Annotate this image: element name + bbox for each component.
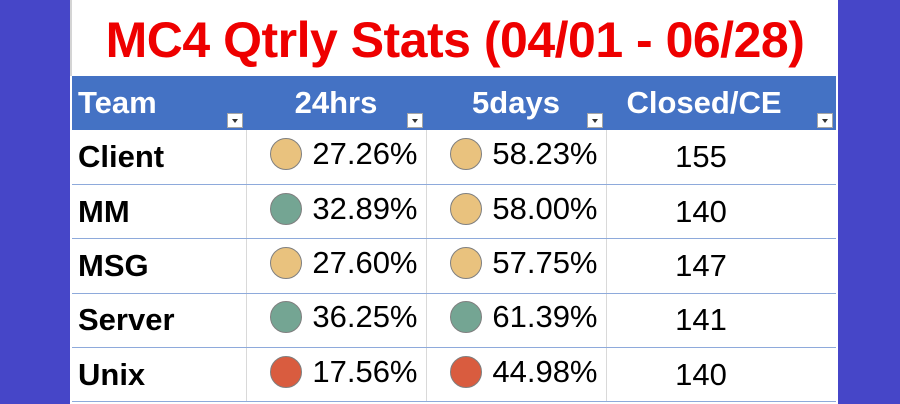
header-team-label: Team (78, 85, 157, 120)
cell-content: 17.56% (270, 353, 418, 390)
sheet-edge (836, 0, 838, 404)
pct-value: 61.39% (492, 299, 598, 335)
pct-value: 27.26% (312, 135, 418, 171)
pct-5days-cell[interactable]: 61.39% (426, 293, 607, 349)
status-circle-icon (270, 192, 303, 225)
status-circle-icon (270, 355, 303, 388)
cell-content: 57.75% (450, 244, 598, 281)
cell-content: 32.89% (270, 190, 418, 227)
header-24hrs-label: 24hrs (294, 85, 378, 120)
pct-24hrs-cell[interactable]: 36.25% (246, 293, 427, 349)
pct-value: 58.00% (492, 190, 598, 226)
header-5days-label: 5days (472, 85, 560, 120)
cell-content: 58.23% (450, 135, 598, 172)
closed-ce-cell[interactable]: 141 (606, 293, 837, 349)
status-circle-icon (450, 137, 483, 170)
status-circle-icon (270, 246, 303, 279)
pct-24hrs-cell[interactable]: 27.60% (246, 238, 427, 294)
closed-ce-cell[interactable]: 147 (606, 238, 837, 294)
table-row: Client 27.26% 58.23% 155 (72, 130, 837, 185)
pct-value: 32.89% (312, 190, 418, 226)
closed-ce-cell[interactable]: 140 (606, 347, 837, 403)
status-circle-icon (450, 301, 483, 334)
pct-value: 36.25% (312, 299, 418, 335)
header-closed-ce-label: Closed/CE (626, 85, 782, 120)
cell-content: 36.25% (270, 299, 418, 335)
pct-5days-cell[interactable]: 57.75% (426, 238, 607, 294)
team-cell[interactable]: MM (72, 184, 247, 240)
table-row: Unix 17.56% 44.98% 140 (72, 347, 837, 403)
closed-ce-cell[interactable]: 155 (606, 130, 837, 185)
filter-dropdown-icon[interactable] (227, 113, 243, 128)
team-cell[interactable]: Server (72, 293, 247, 349)
cell-content: 58.00% (450, 190, 598, 227)
pct-value: 57.75% (492, 244, 598, 280)
pct-5days-cell[interactable]: 58.23% (426, 130, 607, 185)
pct-5days-cell[interactable]: 44.98% (426, 347, 607, 403)
header-team: Team (72, 76, 246, 130)
cell-content: 27.26% (270, 135, 418, 172)
pct-value: 58.23% (492, 135, 598, 171)
table-row: MM 32.89% 58.00% 140 (72, 184, 837, 240)
filter-dropdown-icon[interactable] (407, 113, 423, 128)
spreadsheet-area: MC4 Qtrly Stats (04/01 - 06/28) Team 24h… (70, 0, 838, 404)
status-circle-icon (450, 192, 483, 225)
cell-content: 44.98% (450, 353, 598, 390)
closed-ce-cell[interactable]: 140 (606, 184, 837, 240)
header-5days: 5days (426, 76, 606, 130)
status-circle-icon (270, 301, 303, 334)
pct-24hrs-cell[interactable]: 27.26% (246, 130, 427, 185)
pct-value: 27.60% (312, 244, 418, 280)
table-header-row: Team 24hrs 5days Closed/CE (72, 76, 836, 130)
pct-value: 44.98% (492, 353, 598, 389)
header-closed-ce: Closed/CE (606, 76, 836, 130)
stats-table: Team 24hrs 5days Closed/CE Client 27.26% 5… (72, 76, 837, 403)
sheet-title: MC4 Qtrly Stats (04/01 - 06/28) (70, 0, 838, 76)
cell-content: 61.39% (450, 299, 598, 335)
status-circle-icon (270, 137, 303, 170)
team-cell[interactable]: MSG (72, 238, 247, 294)
pct-24hrs-cell[interactable]: 17.56% (246, 347, 427, 403)
table-row: MSG 27.60% 57.75% 147 (72, 238, 837, 294)
cell-content: 27.60% (270, 244, 418, 281)
pct-value: 17.56% (312, 353, 418, 389)
pct-5days-cell[interactable]: 58.00% (426, 184, 607, 240)
filter-dropdown-icon[interactable] (817, 113, 833, 128)
status-circle-icon (450, 355, 483, 388)
pct-24hrs-cell[interactable]: 32.89% (246, 184, 427, 240)
stats-table-body: Client 27.26% 58.23% 155 MM 32.89% 58.00% 140 MS… (72, 130, 837, 403)
table-row: Server 36.25% 61.39% 141 (72, 293, 837, 349)
team-cell[interactable]: Client (72, 130, 247, 185)
filter-dropdown-icon[interactable] (587, 113, 603, 128)
sheet-title-text: MC4 Qtrly Stats (04/01 - 06/28) (105, 12, 805, 68)
header-24hrs: 24hrs (246, 76, 426, 130)
status-circle-icon (450, 246, 483, 279)
team-cell[interactable]: Unix (72, 347, 247, 403)
